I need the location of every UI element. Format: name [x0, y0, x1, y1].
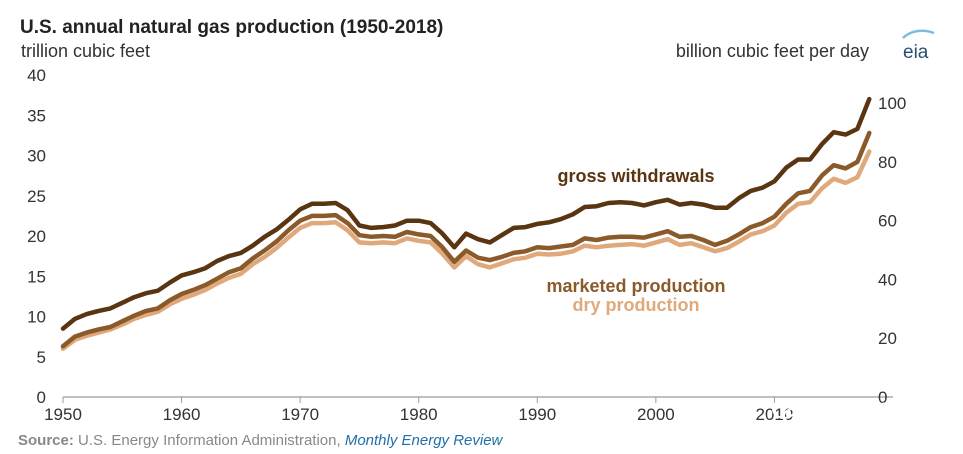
source-note: Source: U.S. Energy Information Administ… — [18, 432, 502, 449]
source-publication: Monthly Energy Review — [344, 432, 503, 449]
logo-arc-icon — [902, 29, 935, 39]
chart-plot-area — [60, 96, 872, 351]
watermark-text: 大地采集者 — [804, 399, 899, 421]
x-tick-label: 1960 — [163, 405, 201, 424]
y-tick-label-left: 15 — [27, 267, 46, 286]
y-tick-label-right: 20 — [878, 329, 897, 348]
y-axis-label-right: billion cubic feet per day — [676, 41, 869, 61]
watermark: 大地采集者 — [772, 399, 899, 424]
source-label: Source: — [18, 432, 74, 449]
y-tick-label-left: 40 — [27, 66, 46, 85]
y-tick-label-left: 25 — [27, 187, 46, 206]
y-tick-label-right: 0 — [878, 388, 887, 407]
y-tick-label-left: 20 — [27, 227, 46, 246]
x-tick-label: 1950 — [44, 405, 82, 424]
y-tick-label-left: 10 — [27, 308, 46, 327]
wechat-icon — [772, 399, 803, 424]
y-tick-label-right: 80 — [878, 153, 897, 172]
y-tick-label-left: 5 — [37, 348, 46, 367]
x-tick-label: 1970 — [281, 405, 319, 424]
y-axis-label-left: trillion cubic feet — [21, 41, 150, 61]
chart-title: U.S. annual natural gas production (1950… — [20, 17, 443, 38]
y-tick-label-left: 35 — [27, 106, 46, 125]
x-tick-label: 1980 — [400, 405, 438, 424]
series-label-dry-production: dry production — [573, 295, 700, 315]
chart-axes: 1950 1960 1970 1980 1990 2000 20 100 5 10 15 20 25 30… — [27, 66, 906, 424]
series-line-dry-production — [60, 149, 872, 351]
y-tick-label-right: 60 — [878, 212, 897, 231]
series-label-marketed-production: marketed production — [546, 276, 725, 296]
source-text: U.S. Energy Information Administration, — [78, 432, 341, 449]
series-line-gross-withdrawals — [60, 96, 872, 331]
y-tick-label-left: 0 — [37, 388, 46, 407]
eia-logo-text: eia — [903, 42, 929, 63]
series-line-marketed-production — [60, 130, 872, 349]
y-tick-label-left: 30 — [27, 147, 46, 166]
x-tick-label: 2000 — [637, 405, 675, 424]
y-tick-label-right: 100 — [878, 94, 906, 113]
y-tick-label-right: 40 — [878, 270, 897, 289]
series-label-gross-withdrawals: gross withdrawals — [557, 166, 714, 186]
eia-logo: eia — [902, 29, 935, 63]
x-tick-label: 1990 — [518, 405, 556, 424]
